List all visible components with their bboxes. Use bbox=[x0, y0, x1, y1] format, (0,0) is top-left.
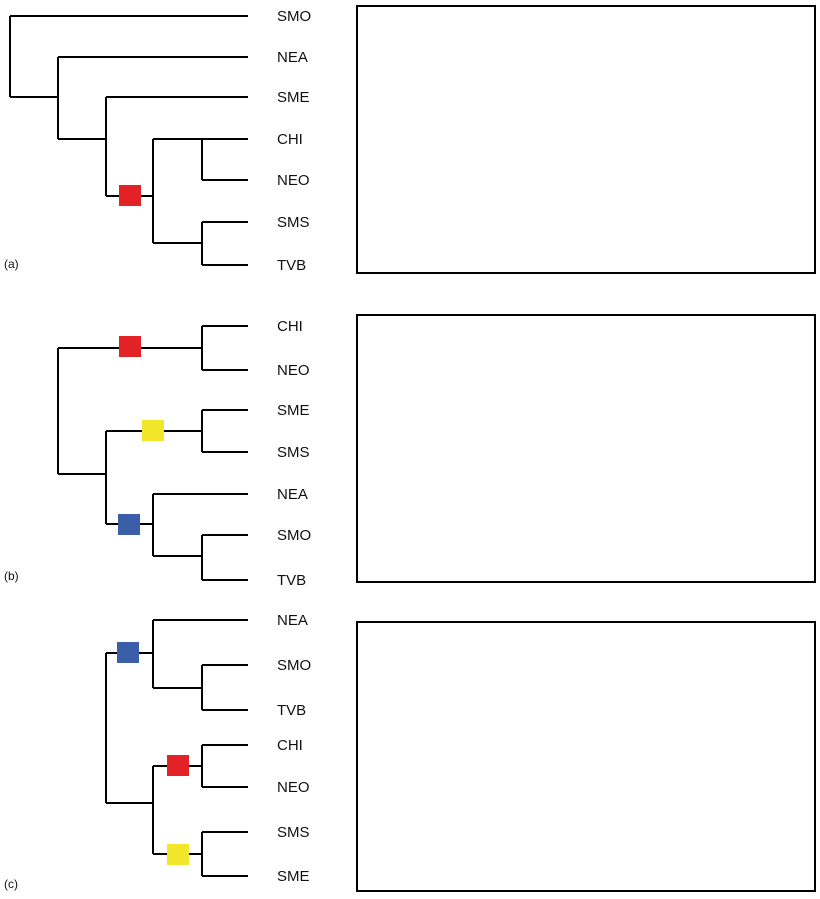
taxon-label: TVB bbox=[277, 702, 306, 719]
taxon-label: SMS bbox=[277, 824, 310, 841]
yellow-node-marker bbox=[142, 420, 164, 441]
panel-a: SMO NEA SME CHI NEO SMS TVB (a) bbox=[4, 5, 816, 274]
panel-label: (a) bbox=[4, 257, 19, 271]
taxon-label: NEO bbox=[277, 172, 310, 189]
panel-label: (c) bbox=[4, 877, 18, 891]
taxon-label: CHI bbox=[277, 737, 303, 754]
taxon-label: NEA bbox=[277, 49, 308, 66]
tree-c: NEA SMO TVB CHI NEO SMS SME (c) bbox=[4, 612, 311, 891]
taxon-label: SMS bbox=[277, 444, 310, 461]
taxon-label: SME bbox=[277, 402, 310, 419]
taxon-label: NEO bbox=[277, 779, 310, 796]
taxon-label: TVB bbox=[277, 572, 306, 589]
taxon-label: TVB bbox=[277, 257, 306, 274]
panel-label: (b) bbox=[4, 569, 19, 583]
taxon-label: NEA bbox=[277, 612, 308, 629]
taxon-label: SMO bbox=[277, 657, 311, 674]
tree-b: CHI NEO SME SMS NEA SMO TVB (b) bbox=[4, 318, 311, 589]
tree-branch bbox=[9, 15, 248, 266]
taxon-label: SMS bbox=[277, 214, 310, 231]
map-frame bbox=[356, 621, 816, 892]
blue-node-marker bbox=[118, 514, 140, 535]
red-node-marker bbox=[167, 755, 189, 776]
taxon-label: NEA bbox=[277, 486, 308, 503]
panel-b: CHI NEO SME SMS NEA SMO TVB (b) bbox=[4, 314, 816, 589]
red-node-marker bbox=[119, 185, 141, 206]
taxon-label: SME bbox=[277, 89, 310, 106]
blue-node-marker bbox=[117, 642, 139, 663]
taxon-label: NEO bbox=[277, 362, 310, 379]
map-frame bbox=[356, 5, 816, 274]
taxon-label: SMO bbox=[277, 8, 311, 25]
tree-a: SMO NEA SME CHI NEO SMS TVB (a) bbox=[4, 8, 311, 274]
taxon-label: SME bbox=[277, 868, 310, 885]
map-frame bbox=[356, 314, 816, 583]
red-node-marker bbox=[119, 336, 141, 357]
yellow-node-marker bbox=[167, 844, 189, 865]
taxon-label: SMO bbox=[277, 527, 311, 544]
taxon-label: CHI bbox=[277, 318, 303, 335]
taxon-label: CHI bbox=[277, 131, 303, 148]
tree-branch bbox=[57, 325, 248, 581]
panel-c: NEA SMO TVB CHI NEO SMS SME (c) bbox=[4, 612, 816, 892]
